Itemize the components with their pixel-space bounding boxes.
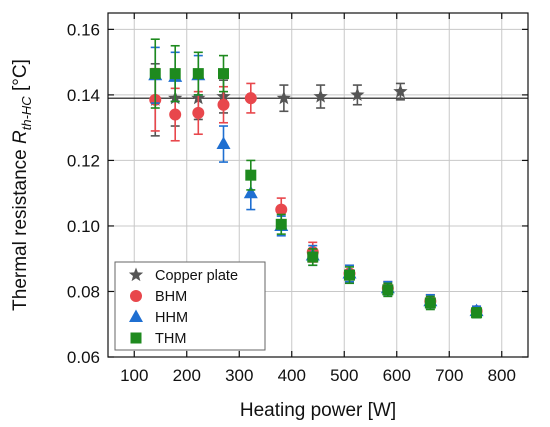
data-point xyxy=(382,284,394,296)
legend-marker xyxy=(130,332,142,344)
x-tick-label: 400 xyxy=(278,366,306,385)
y-tick-label: 0.10 xyxy=(67,217,100,236)
y-tick-label: 0.12 xyxy=(67,151,100,170)
data-point xyxy=(275,218,287,230)
legend-marker xyxy=(128,267,144,282)
y-axis-label: Thermal resistance Rth-HC [°C] xyxy=(10,59,34,311)
y-axis-label-symbol: R xyxy=(10,130,31,144)
legend-label: HHM xyxy=(155,310,188,326)
series-thm xyxy=(149,38,483,319)
data-point xyxy=(217,98,230,111)
data-point xyxy=(245,169,257,181)
data-point xyxy=(307,251,319,263)
data-point xyxy=(350,87,365,101)
data-series xyxy=(148,38,484,319)
data-point xyxy=(218,68,229,80)
data-point xyxy=(393,84,408,98)
x-axis-label: Heating power [W] xyxy=(240,400,396,421)
data-point xyxy=(169,68,181,80)
data-point xyxy=(149,68,161,80)
data-point xyxy=(169,108,182,121)
x-tick-label: 600 xyxy=(383,366,411,385)
x-tick-label: 100 xyxy=(120,366,148,385)
legend-label: Copper plate xyxy=(155,268,238,284)
legend-marker xyxy=(129,309,143,322)
y-tick-label: 0.14 xyxy=(67,86,100,105)
data-point xyxy=(192,106,205,119)
x-tick-label: 500 xyxy=(330,366,358,385)
legend-label: BHM xyxy=(155,289,187,305)
data-point xyxy=(276,90,292,105)
x-tick-label: 800 xyxy=(488,366,516,385)
legend-marker xyxy=(130,290,142,302)
y-tick-label: 0.06 xyxy=(67,348,100,367)
y-axis-label-prefix: Thermal resistance xyxy=(10,144,31,311)
data-point xyxy=(243,185,258,199)
y-axis-label-subscript: th-HC xyxy=(19,96,34,131)
x-tick-label: 700 xyxy=(435,366,463,385)
data-point xyxy=(313,89,328,103)
data-point xyxy=(471,307,483,319)
data-point xyxy=(244,92,257,105)
y-tick-label: 0.16 xyxy=(67,20,100,39)
axis-ticks: 100 200 300 400 500 600 700 800 0.06 0.08 0.10 0.12… xyxy=(67,13,528,385)
x-tick-label: 200 xyxy=(173,366,201,385)
data-point xyxy=(344,269,355,281)
data-point xyxy=(192,68,204,80)
y-tick-label: 0.08 xyxy=(67,282,100,301)
plot-frame xyxy=(107,12,529,358)
y-axis-label-unit: [°C] xyxy=(10,59,31,96)
data-point xyxy=(424,297,436,309)
x-tick-label: 300 xyxy=(225,366,253,385)
data-point xyxy=(275,203,288,216)
data-point xyxy=(216,136,231,150)
legend: Copper plate BHM HHM THM xyxy=(114,261,266,351)
legend-label: THM xyxy=(155,331,186,347)
